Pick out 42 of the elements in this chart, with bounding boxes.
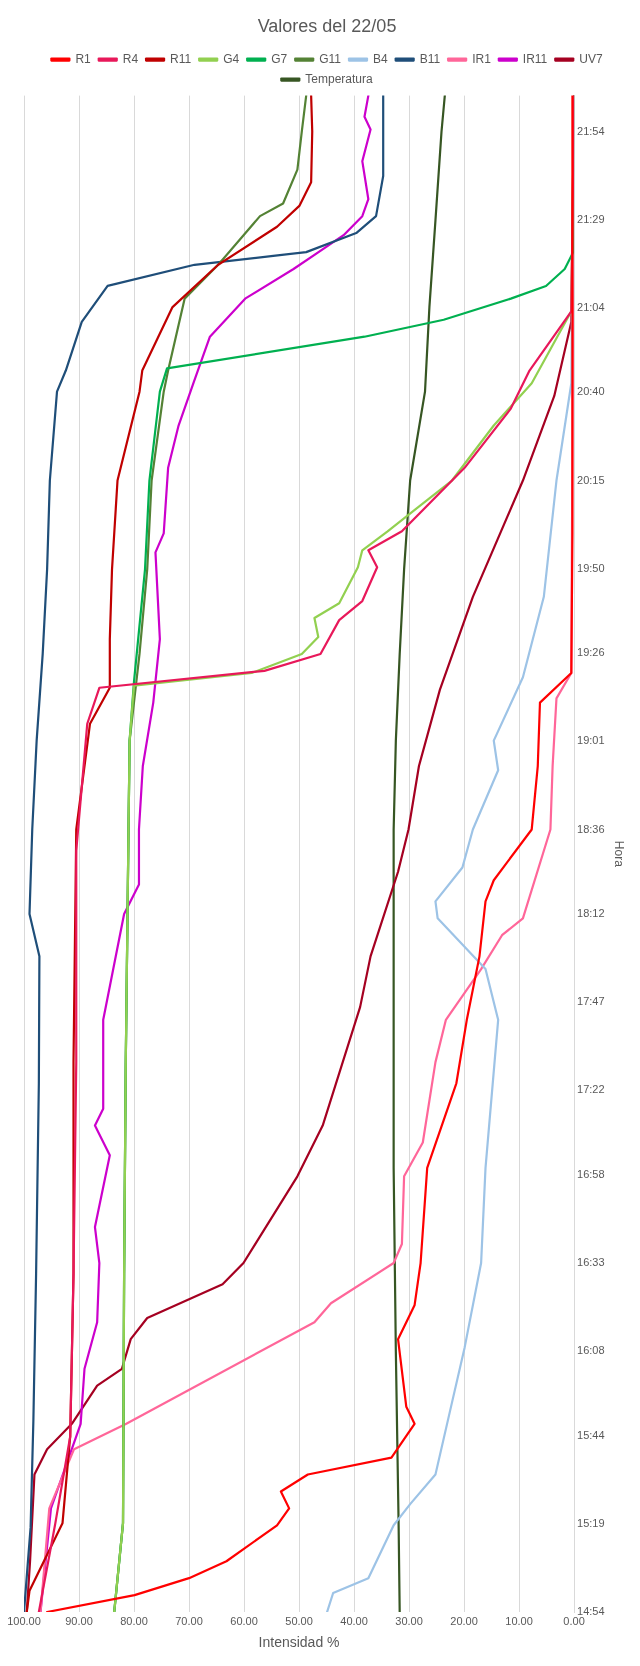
x-tick-label: 80.00 xyxy=(120,1614,148,1627)
legend-label: Temperatura xyxy=(305,71,374,86)
y-tick-label: 19:50 xyxy=(577,561,605,574)
x-tick-label: 70.00 xyxy=(175,1614,203,1627)
y-tick-label: 20:40 xyxy=(577,385,605,398)
legend-label: B4 xyxy=(373,51,388,66)
y-tick-label: 16:33 xyxy=(577,1256,605,1269)
y-tick-label: 17:47 xyxy=(577,995,605,1008)
y-tick-label: 18:12 xyxy=(577,907,605,920)
x-tick-label: 100.00 xyxy=(7,1614,41,1627)
legend-label: G7 xyxy=(271,51,288,66)
legend-label: UV7 xyxy=(579,51,603,66)
x-tick-label: 60.00 xyxy=(230,1614,258,1627)
y-axis-title: Hora xyxy=(612,840,627,868)
y-tick-label: 17:22 xyxy=(577,1083,605,1096)
x-tick-label: 90.00 xyxy=(65,1614,93,1627)
legend-label: G11 xyxy=(319,51,342,66)
y-tick-label: 16:58 xyxy=(577,1167,605,1180)
x-tick-label: 40.00 xyxy=(340,1614,368,1627)
chart-title: Valores del 22/05 xyxy=(257,15,397,36)
y-tick-label: 15:44 xyxy=(577,1428,605,1441)
y-tick-label: 21:04 xyxy=(577,300,605,313)
y-tick-label: 19:26 xyxy=(577,646,605,659)
x-tick-label: 20.00 xyxy=(450,1614,478,1627)
x-tick-label: 10.00 xyxy=(505,1614,533,1627)
y-tick-label: 20:15 xyxy=(577,473,605,486)
legend-label: IR11 xyxy=(522,51,548,66)
y-tick-label: 15:19 xyxy=(577,1516,605,1529)
legend-label: R4 xyxy=(122,51,139,66)
legend-label: G4 xyxy=(223,51,240,66)
legend-label: R1 xyxy=(75,51,92,66)
y-tick-label: 16:08 xyxy=(577,1344,605,1357)
x-tick-label: 30.00 xyxy=(395,1614,423,1627)
x-axis-title: Intensidad % xyxy=(258,1634,340,1651)
y-tick-label: 21:29 xyxy=(577,212,605,225)
legend-label: B11 xyxy=(419,51,441,66)
y-tick-label: 19:01 xyxy=(577,734,605,747)
legend-label: R11 xyxy=(170,51,192,66)
x-tick-label: 50.00 xyxy=(285,1614,313,1627)
y-tick-label: 21:54 xyxy=(577,124,605,137)
y-tick-label: 18:36 xyxy=(577,822,605,835)
legend-label: IR1 xyxy=(472,51,492,66)
